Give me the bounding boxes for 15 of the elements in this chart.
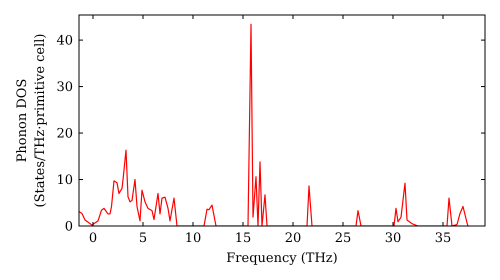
x-tick-label: 5 (138, 231, 148, 246)
y-tick-label: 30 (56, 80, 73, 96)
x-tick-label: 20 (284, 231, 302, 246)
y-tick-label: 40 (56, 34, 73, 49)
y-axis-title: Phonon DOS (States/THz·primitive cell) (15, 33, 48, 208)
x-tick-label: 25 (334, 231, 352, 246)
y-tick-label: 20 (56, 126, 73, 142)
x-axis-title: Frequency (THz) (226, 251, 338, 266)
x-tick-label: 30 (384, 231, 402, 246)
x-tick-label: 15 (234, 231, 252, 246)
x-tick-label: 35 (434, 231, 452, 246)
x-tick-label: 0 (88, 231, 98, 246)
y-tick-label: 0 (64, 220, 73, 235)
x-tick-label: 10 (184, 231, 202, 246)
y-tick-label: 10 (56, 173, 73, 188)
